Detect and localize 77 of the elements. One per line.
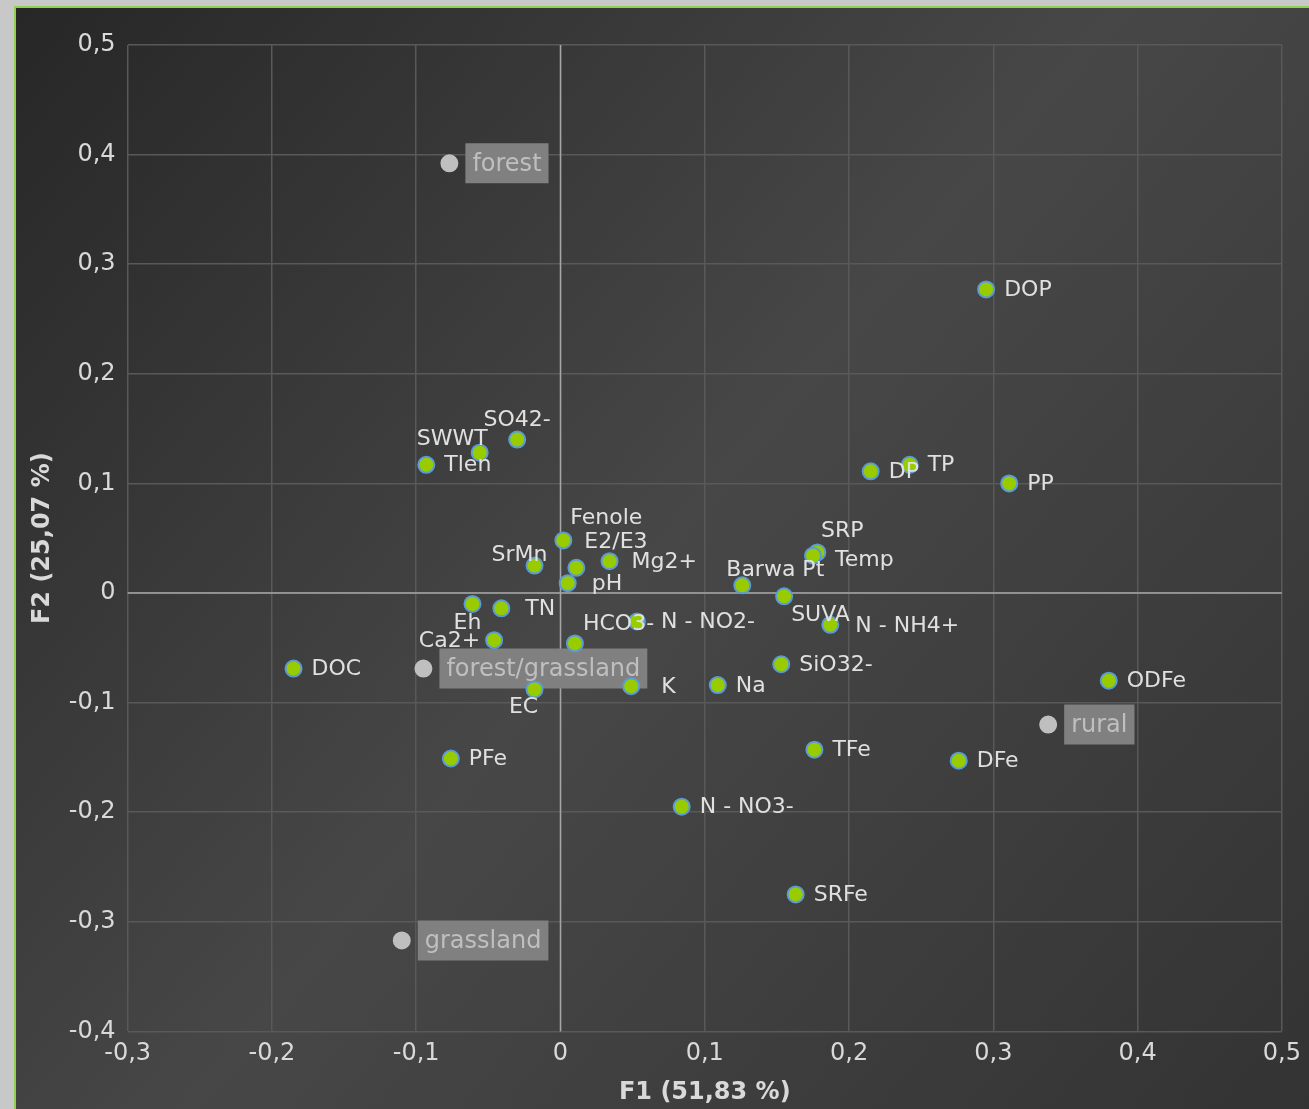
data-label: forest/grassland: [446, 653, 641, 682]
data-label: Tlen: [443, 451, 492, 477]
point: [977, 280, 996, 299]
data-label: SUVA: [791, 601, 850, 627]
data-label: EC: [508, 693, 539, 719]
point: [485, 631, 504, 650]
x-tick-label: 0,2: [829, 1038, 869, 1067]
point: [440, 154, 459, 173]
data-label: N - NO3-: [699, 793, 794, 819]
point: [600, 552, 619, 571]
data-label: grassland: [424, 925, 542, 954]
data-label: TN: [524, 595, 556, 621]
point: [554, 531, 573, 550]
data-label: K: [661, 672, 677, 698]
point: [284, 659, 303, 678]
data-label: ODFe: [1126, 667, 1187, 693]
y-tick-label: 0,5: [77, 29, 116, 58]
data-label: pH: [591, 569, 623, 595]
y-tick-label: -0,2: [68, 796, 116, 825]
point: [733, 576, 752, 595]
data-label: DFe: [976, 747, 1019, 773]
x-tick-label: 0,3: [974, 1038, 1013, 1067]
x-axis-title: F1 (51,83 %): [618, 1076, 791, 1105]
point: [786, 885, 805, 904]
point: [463, 594, 482, 613]
point: [492, 599, 511, 618]
y-tick-label: 0,4: [77, 138, 116, 167]
point: [861, 462, 880, 481]
point: [392, 931, 411, 950]
point: [441, 749, 460, 768]
y-axis-title: F2 (25,07 %): [26, 452, 55, 625]
data-label: SWWT: [416, 425, 489, 451]
data-label: DOC: [311, 655, 362, 681]
data-label: Barwa Pt: [726, 556, 825, 582]
point: [565, 634, 584, 653]
point: [508, 430, 527, 449]
data-label: SiO32-: [799, 650, 873, 676]
y-tick-label: 0: [100, 577, 116, 606]
data-label: PP: [1027, 470, 1054, 496]
data-label: forest: [472, 148, 542, 177]
point: [775, 587, 794, 606]
point: [949, 751, 968, 770]
y-tick-label: 0,3: [77, 248, 116, 277]
x-tick-label: 0,5: [1262, 1038, 1301, 1067]
point: [414, 659, 433, 678]
y-tick-label: -0,1: [68, 686, 116, 715]
data-label: Temp: [833, 546, 894, 572]
point: [1039, 715, 1058, 734]
data-label: N - NO2-: [660, 608, 756, 634]
data-label: DOP: [1004, 276, 1052, 302]
y-tick-label: 0,1: [77, 467, 116, 496]
x-tick-label: -0,1: [392, 1038, 440, 1067]
point: [558, 574, 577, 593]
point: [708, 676, 727, 695]
data-label: TFe: [831, 736, 871, 762]
data-label: SrMn: [491, 541, 548, 567]
point: [1099, 671, 1118, 690]
point: [672, 797, 691, 816]
data-label: SRP: [821, 517, 864, 543]
x-tick-label: 0: [552, 1038, 569, 1067]
y-tick-label: -0,3: [68, 906, 116, 935]
point: [567, 558, 586, 577]
point: [417, 455, 436, 474]
point: [772, 655, 791, 674]
data-label: SRFe: [813, 881, 868, 907]
data-label: PFe: [468, 745, 508, 771]
y-tick-label: 0,2: [77, 358, 116, 387]
x-tick-label: 0,4: [1118, 1038, 1157, 1067]
data-label: rural: [1071, 709, 1128, 738]
data-label: N - NH4+: [855, 611, 960, 637]
data-label: TP: [926, 451, 955, 477]
data-label: Na: [735, 671, 766, 697]
x-tick-label: 0,1: [685, 1038, 724, 1067]
x-tick-label: -0,2: [248, 1038, 296, 1067]
data-label: Fenole: [570, 504, 643, 530]
point: [1000, 474, 1019, 493]
point: [805, 740, 824, 759]
